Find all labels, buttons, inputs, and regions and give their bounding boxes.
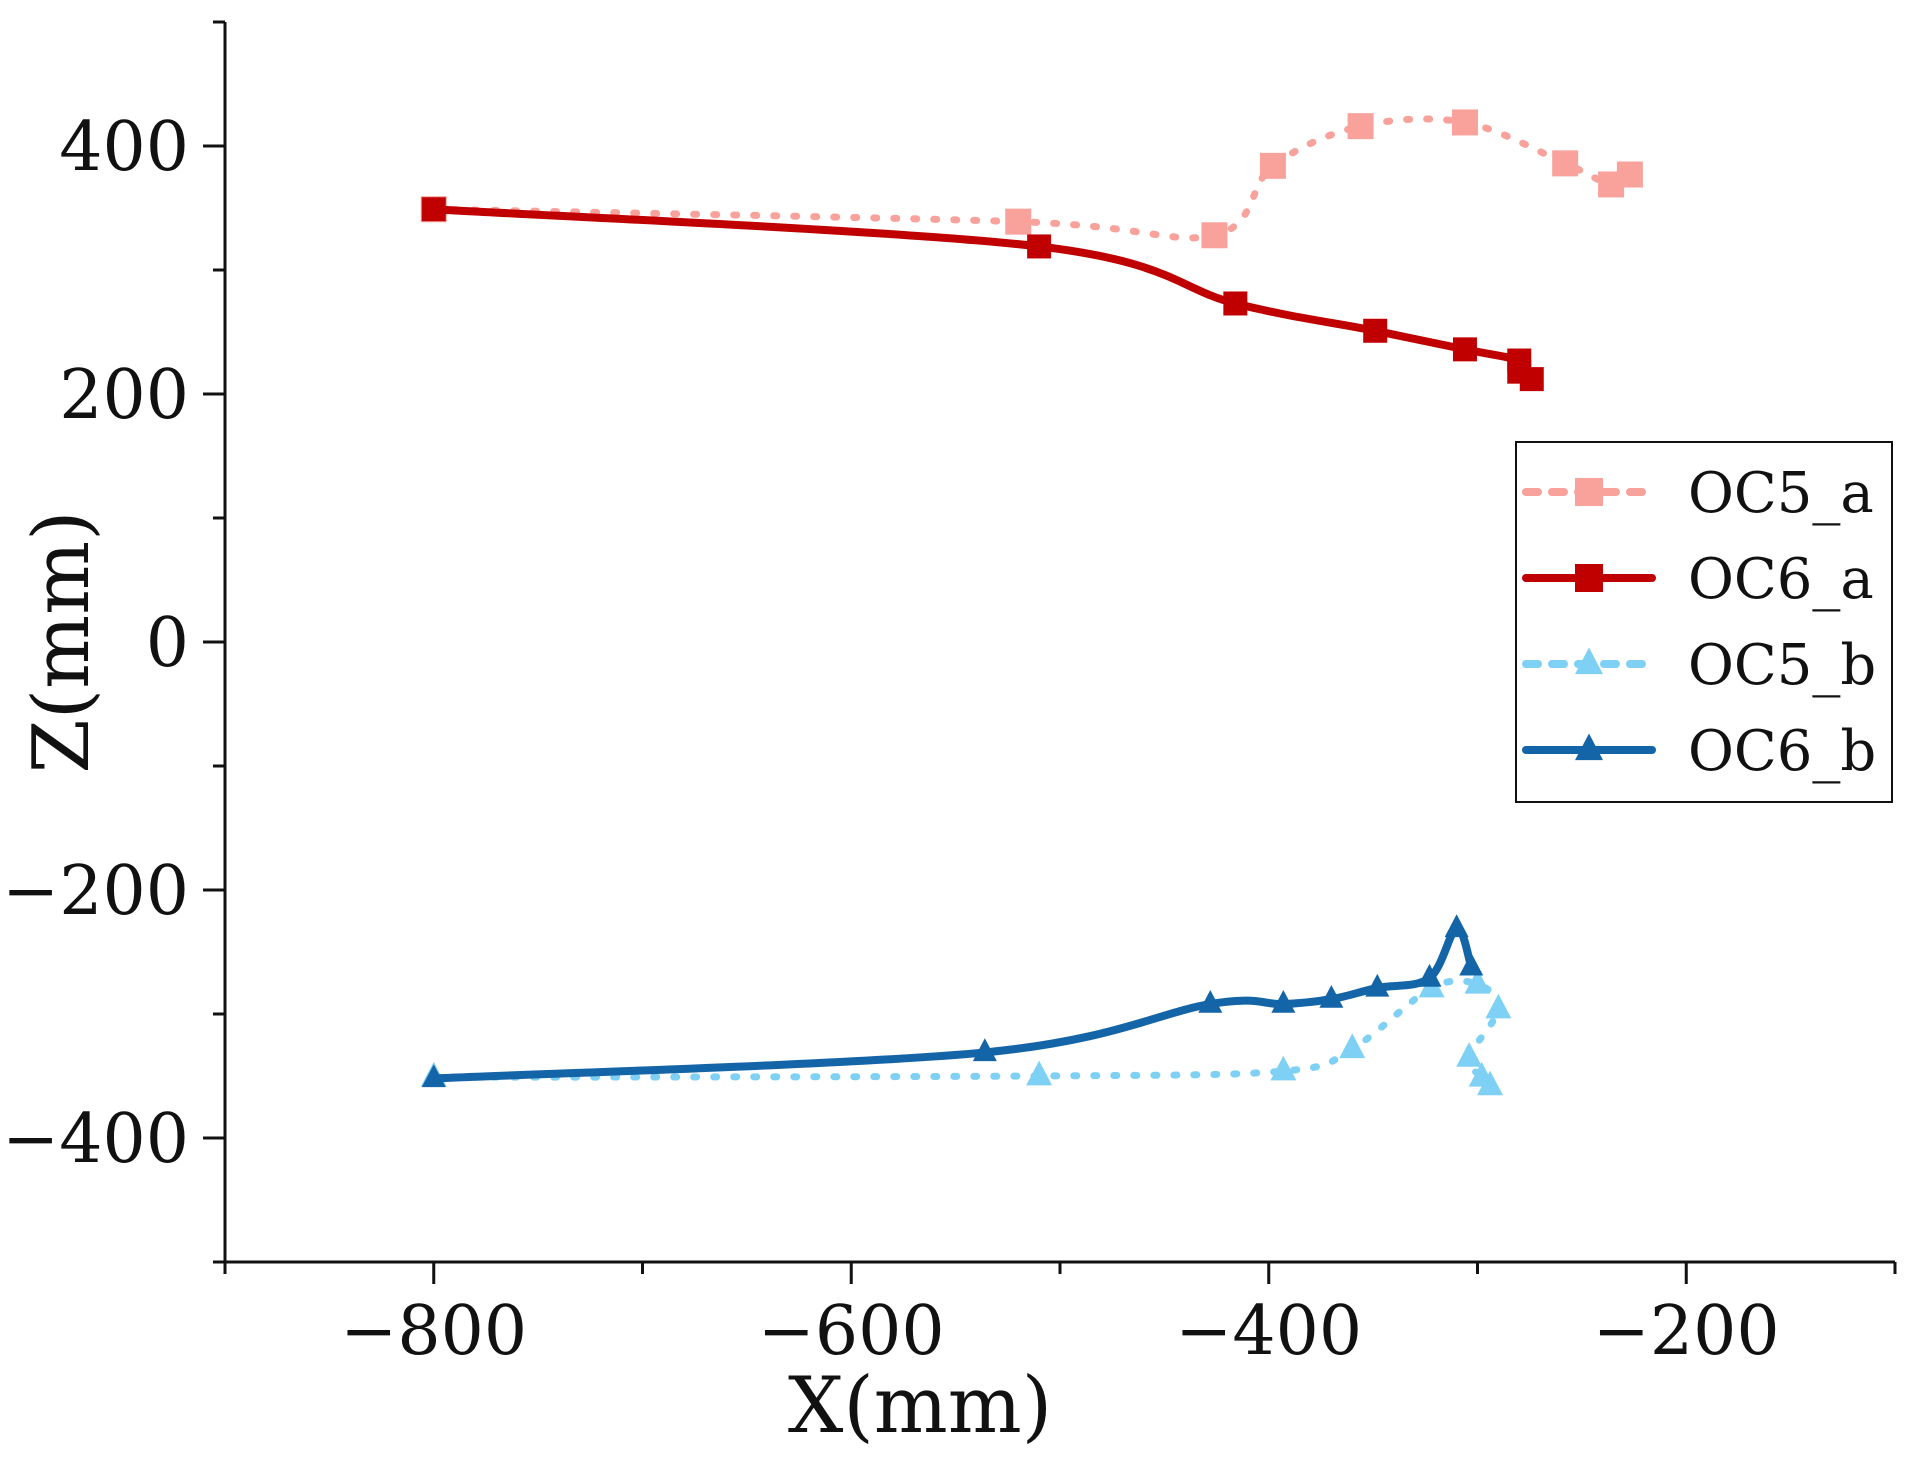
data-point-oc6-b	[1198, 989, 1223, 1013]
series-layer	[420, 109, 1643, 1096]
series-oc5-a	[420, 109, 1643, 249]
data-point-oc6-b	[1365, 973, 1390, 997]
data-point-oc6-b	[1417, 963, 1442, 987]
legend-label: OC6_a	[1688, 547, 1874, 612]
x-tick-label: −800	[340, 1292, 527, 1371]
legend-swatch-marker	[1575, 647, 1603, 675]
y-tick-label: −200	[2, 852, 189, 931]
legend-item-oc6-b: OC6_b	[1522, 719, 1876, 784]
plot-area: −800 −600 −400 −200 −400 −200 0 200 400	[2, 20, 1897, 1371]
data-point-oc6-a	[1519, 367, 1544, 392]
legend-swatch-marker	[1575, 733, 1603, 761]
y-tick-label: −400	[2, 1100, 189, 1179]
data-point-oc5-a	[1552, 150, 1579, 177]
y-axis-title: Z(mm)	[17, 511, 107, 774]
data-point-oc5-b	[1456, 1042, 1483, 1067]
x-tick-label: −200	[1593, 1292, 1780, 1371]
data-point-oc5-a	[1347, 113, 1374, 140]
x-tick-label: −400	[1175, 1292, 1362, 1371]
data-point-oc5-b	[1026, 1060, 1053, 1086]
y-tick-label: 200	[59, 356, 189, 435]
data-point-oc6-b	[421, 1064, 446, 1088]
data-point-oc6-b	[1319, 984, 1344, 1008]
data-point-oc6-a	[1363, 318, 1388, 343]
legend-items: OC5_a OC6_a OC5_b OC6_b	[1522, 461, 1876, 784]
x-tick-label: −600	[758, 1292, 945, 1371]
data-point-oc5-a	[1259, 152, 1286, 179]
data-point-oc6-b	[972, 1038, 997, 1062]
data-point-oc5-b	[1477, 1070, 1504, 1096]
series-line-oc6-a	[429, 205, 1536, 384]
data-point-oc5-a	[1616, 161, 1643, 188]
legend-swatch-marker	[1575, 564, 1603, 592]
series-line-oc6-b	[429, 924, 1476, 1083]
legend-label: OC6_b	[1688, 719, 1876, 784]
data-point-oc5-a	[1201, 222, 1228, 249]
ticks: −800 −600 −400 −200 −400 −200 0 200 400	[2, 20, 1897, 1371]
data-point-oc6-a	[421, 197, 446, 222]
data-point-oc6-b	[1271, 989, 1296, 1013]
x-axis-title: X(mm)	[788, 1361, 1052, 1451]
legend-swatch-marker	[1575, 478, 1603, 506]
y-tick-label: 400	[59, 108, 189, 187]
legend-label: OC5_a	[1688, 461, 1874, 526]
series-oc6-b	[421, 914, 1484, 1088]
legend-item-oc5-b: OC5_b	[1522, 633, 1876, 698]
data-point-oc5-b	[1339, 1033, 1366, 1059]
data-point-oc6-b	[1459, 952, 1484, 976]
data-point-oc5-a	[1451, 109, 1478, 136]
data-point-oc6-a	[1027, 234, 1052, 259]
legend-item-oc6-a: OC6_a	[1522, 547, 1874, 612]
series-oc6-a	[421, 197, 1544, 392]
data-point-oc6-a	[1452, 337, 1477, 362]
legend-item-oc5-a: OC5_a	[1522, 461, 1874, 526]
y-tick-label: 0	[146, 604, 189, 683]
data-point-oc5-b	[1270, 1055, 1297, 1081]
data-point-oc6-b	[1444, 914, 1469, 938]
legend: OC5_a OC6_a OC5_b OC6_b	[1515, 441, 1893, 803]
data-point-oc5-b	[1464, 968, 1491, 994]
legend-label: OC5_b	[1688, 633, 1876, 698]
data-point-oc5-a	[1005, 208, 1032, 235]
data-point-oc6-a	[1223, 291, 1248, 316]
data-point-oc5-b	[1485, 993, 1512, 1019]
